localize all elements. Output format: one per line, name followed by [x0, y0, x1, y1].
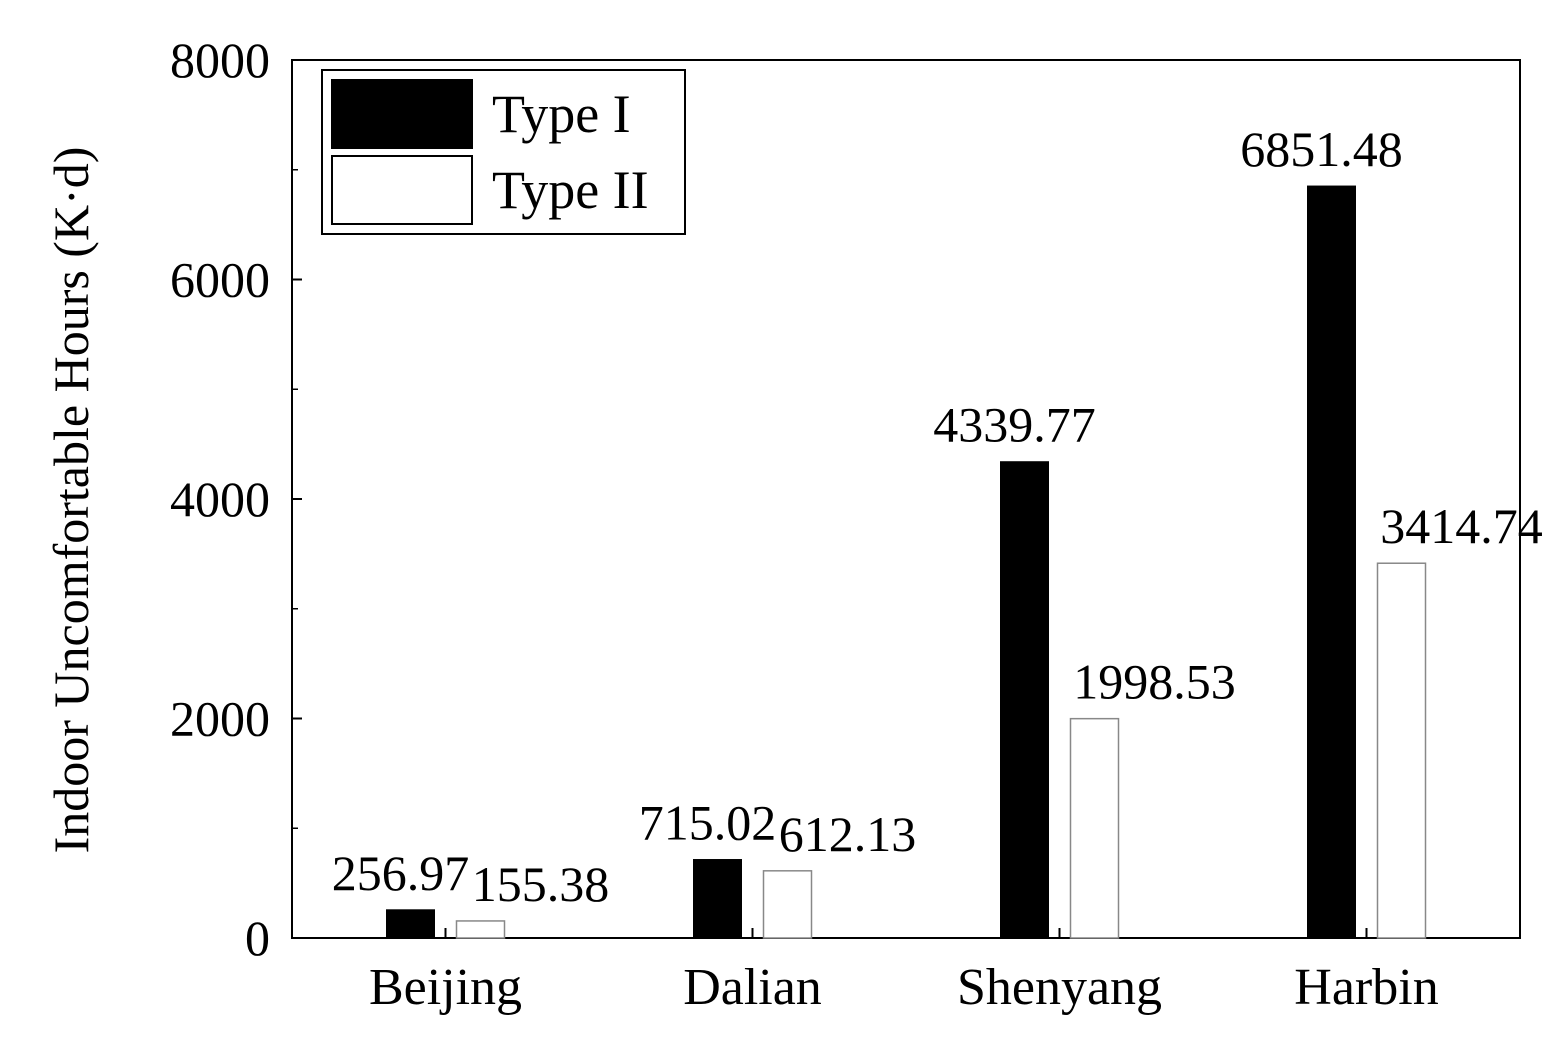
data-labels: 256.97 155.38 715.02 612.13 4339.77 1998.53 68…	[332, 121, 1543, 912]
data-label: 6851.48	[1240, 121, 1403, 177]
bar-type-ii	[1069, 717, 1120, 939]
bar-type-ii	[455, 920, 506, 939]
legend-swatch-type-ii	[331, 155, 473, 225]
y-tick-label: 4000	[170, 471, 270, 527]
y-axis: 0 2000 4000 6000 8000	[170, 32, 302, 966]
data-label: 1998.53	[1073, 654, 1236, 710]
bar-type-i	[386, 909, 435, 939]
data-label: 256.97	[332, 845, 470, 901]
bar-type-i	[693, 859, 742, 939]
legend-swatch-type-i	[331, 79, 473, 149]
legend-label: Type I	[492, 84, 631, 144]
bar-type-i	[1307, 185, 1356, 939]
data-label: 715.02	[639, 795, 777, 851]
legend-label: Type II	[492, 160, 649, 220]
bars	[386, 185, 1427, 939]
x-tick-label: Harbin	[1294, 959, 1438, 1016]
legend: Type I Type II	[321, 69, 686, 235]
x-tick-label: Shenyang	[957, 959, 1162, 1016]
bar-type-ii	[1376, 562, 1427, 939]
data-label: 612.13	[779, 806, 917, 862]
data-label: 155.38	[472, 856, 610, 912]
data-label: 4339.77	[933, 397, 1096, 453]
x-tick-label: Dalian	[683, 959, 822, 1016]
y-tick-label: 8000	[170, 32, 270, 88]
y-tick-label: 0	[245, 910, 270, 966]
bar-type-i	[1000, 461, 1049, 939]
y-axis-title: Indoor Uncomfortable Hours (K·d)	[43, 147, 99, 854]
x-tick-label: Beijing	[369, 959, 522, 1016]
y-tick-label: 6000	[170, 252, 270, 308]
x-axis: Beijing Dalian Shenyang Harbin	[369, 928, 1439, 1016]
y-tick-label: 2000	[170, 691, 270, 747]
bar-type-ii	[762, 870, 813, 939]
data-label: 3414.74	[1380, 498, 1543, 554]
